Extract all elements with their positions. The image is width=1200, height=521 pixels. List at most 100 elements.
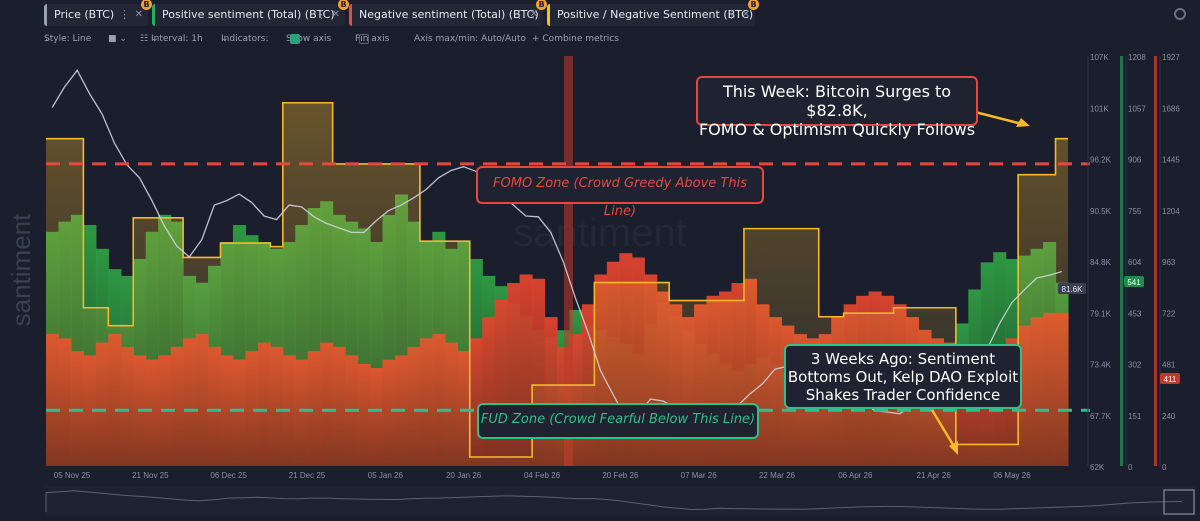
positive-axis-label: 0 <box>1128 463 1133 472</box>
ratio-line <box>46 101 1068 458</box>
x-tick-label: 06 Dec 25 <box>210 471 247 480</box>
pin-axis-label: Pin axis <box>355 34 390 44</box>
close-icon[interactable]: ✕ <box>529 9 538 20</box>
positive-current-tag: 541 <box>1127 278 1141 287</box>
more-icon[interactable]: ⋮ <box>316 8 327 21</box>
close-icon[interactable]: ✕ <box>134 9 143 20</box>
x-tick-label: 05 Nov 25 <box>54 471 91 480</box>
watermark: santiment <box>6 213 36 326</box>
more-icon[interactable]: ⋮ <box>119 8 130 21</box>
x-tick-label: 20 Jan 26 <box>446 471 482 480</box>
negative-axis-label: 1686 <box>1162 104 1180 113</box>
negative-axis-label: 240 <box>1162 412 1176 421</box>
tab-positive-sentiment[interactable]: Positive sentiment (Total) (BTC) ⋮ ✕ B <box>152 0 349 26</box>
style-select[interactable]: Style: Line ⌄ <box>44 34 92 44</box>
negative-bar <box>494 300 508 466</box>
x-tick-label: 21 Dec 25 <box>289 471 326 480</box>
pro-badge-icon: B <box>536 0 547 10</box>
fud-zone-text: FUD Zone (Crowd Fearful Below This Line) <box>480 412 756 427</box>
tab-price-color <box>44 4 47 26</box>
negative-axis-label: 481 <box>1162 361 1176 370</box>
price-axis-label: 62K <box>1090 463 1105 472</box>
x-tick-label: 05 Jan 26 <box>368 471 404 480</box>
tab-price-label: Price (BTC) <box>54 8 115 21</box>
positive-axis-label: 302 <box>1128 361 1142 370</box>
tab-negative-sentiment[interactable]: Negative sentiment (Total) (BTC) ⋮ ✕ B <box>349 0 547 26</box>
axis-minmax-select[interactable]: Axis max/min: Auto/Auto <box>414 34 526 44</box>
weeks-ago-arrowhead <box>949 441 958 455</box>
x-tick-label: 21 Nov 25 <box>132 471 169 480</box>
negative-axis-label: 722 <box>1162 309 1176 318</box>
tab-ratio[interactable]: Positive / Negative Sentiment (BTC) ⋮ ✕ … <box>547 0 759 26</box>
combine-metrics-button[interactable]: + Combine metrics <box>532 34 619 44</box>
price-axis-label: 84.8K <box>1090 258 1112 267</box>
tab-positive-color <box>152 4 155 26</box>
price-axis-label: 73.4K <box>1090 361 1112 370</box>
indicators-select[interactable]: Indicators: ⌄ <box>221 34 269 44</box>
negative-axis-bar <box>1154 56 1157 466</box>
metric-tabs: Price (BTC) ⋮ ✕ B Positive sentiment (To… <box>0 0 1200 32</box>
positive-axis-label: 1208 <box>1128 53 1146 62</box>
pro-badge-icon: B <box>338 0 349 10</box>
x-tick-label: 04 Feb 26 <box>524 471 561 480</box>
this-week-arrow <box>974 110 1023 126</box>
more-icon[interactable]: ⋮ <box>726 8 737 21</box>
navigator-line <box>45 490 1183 512</box>
positive-axis-label: 604 <box>1128 258 1142 267</box>
more-icon[interactable]: ⋮ <box>514 8 525 21</box>
center-watermark: santiment <box>513 211 686 255</box>
show-axis-label: Show axis <box>286 34 332 44</box>
negative-current-tag: 411 <box>1164 375 1177 384</box>
x-tick-label: 06 Apr 26 <box>838 471 873 480</box>
checkbox-checked-icon[interactable] <box>290 34 300 44</box>
interval-select[interactable]: ☷ Interval: 1h ⌄ <box>140 34 203 44</box>
weeks-ago-arrow <box>930 409 957 449</box>
interval-label: Interval: 1h <box>150 34 203 44</box>
positive-current-tag-bg <box>1124 276 1144 287</box>
tab-positive-label: Positive sentiment (Total) (BTC) <box>162 8 335 21</box>
settings-icon[interactable] <box>1174 8 1186 20</box>
tab-ratio-color <box>547 4 550 26</box>
navigator-window <box>1163 489 1195 515</box>
this-week-arrowhead <box>1016 118 1030 127</box>
price-axis-label: 79.1K <box>1090 309 1112 318</box>
price-current-tag-bg <box>1058 283 1086 294</box>
positive-axis-label: 906 <box>1128 156 1142 165</box>
highlight-band <box>564 56 573 466</box>
price-axis-label: 107K <box>1090 53 1109 62</box>
negative-current-tag-bg <box>1160 373 1180 384</box>
indicators-label: Indicators: <box>221 34 269 44</box>
checkbox-icon[interactable] <box>359 34 369 44</box>
price-current-tag: 81.6K <box>1062 285 1084 294</box>
price-axis-label: 96.2K <box>1090 156 1112 165</box>
positive-axis-label: 453 <box>1128 309 1142 318</box>
x-tick-label: 07 Mar 26 <box>681 471 718 480</box>
tab-price[interactable]: Price (BTC) ⋮ ✕ B <box>44 0 152 26</box>
close-icon[interactable]: ✕ <box>741 9 750 20</box>
weeks-ago-callout: 3 Weeks Ago: Sentiment Bottoms Out, Kelp… <box>784 344 1022 409</box>
tab-negative-color <box>349 4 352 26</box>
style-label: Style: Line <box>44 34 92 44</box>
negative-bar <box>482 317 496 466</box>
x-tick-label: 20 Feb 26 <box>602 471 639 480</box>
pro-badge-icon: B <box>141 0 152 10</box>
positive-axis-label: 151 <box>1128 412 1142 421</box>
negative-axis-label: 1204 <box>1162 207 1180 216</box>
close-icon[interactable]: ✕ <box>331 9 340 20</box>
weeks-ago-line-3: Shakes Trader Confidence <box>805 386 1001 404</box>
fomo-zone-text: FOMO Zone (Crowd Greedy Above This Line) <box>493 176 747 219</box>
this-week-line-1: This Week: Bitcoin Surges to $82.8K, <box>722 82 952 120</box>
positive-axis-label: 755 <box>1128 207 1142 216</box>
this-week-callout: This Week: Bitcoin Surges to $82.8K, FOM… <box>696 76 978 139</box>
color-select[interactable]: ■ ⌄ <box>108 34 127 44</box>
price-line <box>51 69 1062 419</box>
tab-negative-label: Negative sentiment (Total) (BTC) <box>359 8 539 21</box>
positive-axis-label: 1057 <box>1128 104 1146 113</box>
negative-axis-label: 1445 <box>1162 156 1180 165</box>
fomo-zone-label: FOMO Zone (Crowd Greedy Above This Line) <box>476 166 764 219</box>
fud-zone-label: FUD Zone (Crowd Fearful Below This Line) <box>477 403 759 439</box>
x-tick-label: 06 May 26 <box>993 471 1031 480</box>
weeks-ago-line-1: 3 Weeks Ago: Sentiment <box>810 350 996 368</box>
negative-axis-label: 1927 <box>1162 53 1180 62</box>
